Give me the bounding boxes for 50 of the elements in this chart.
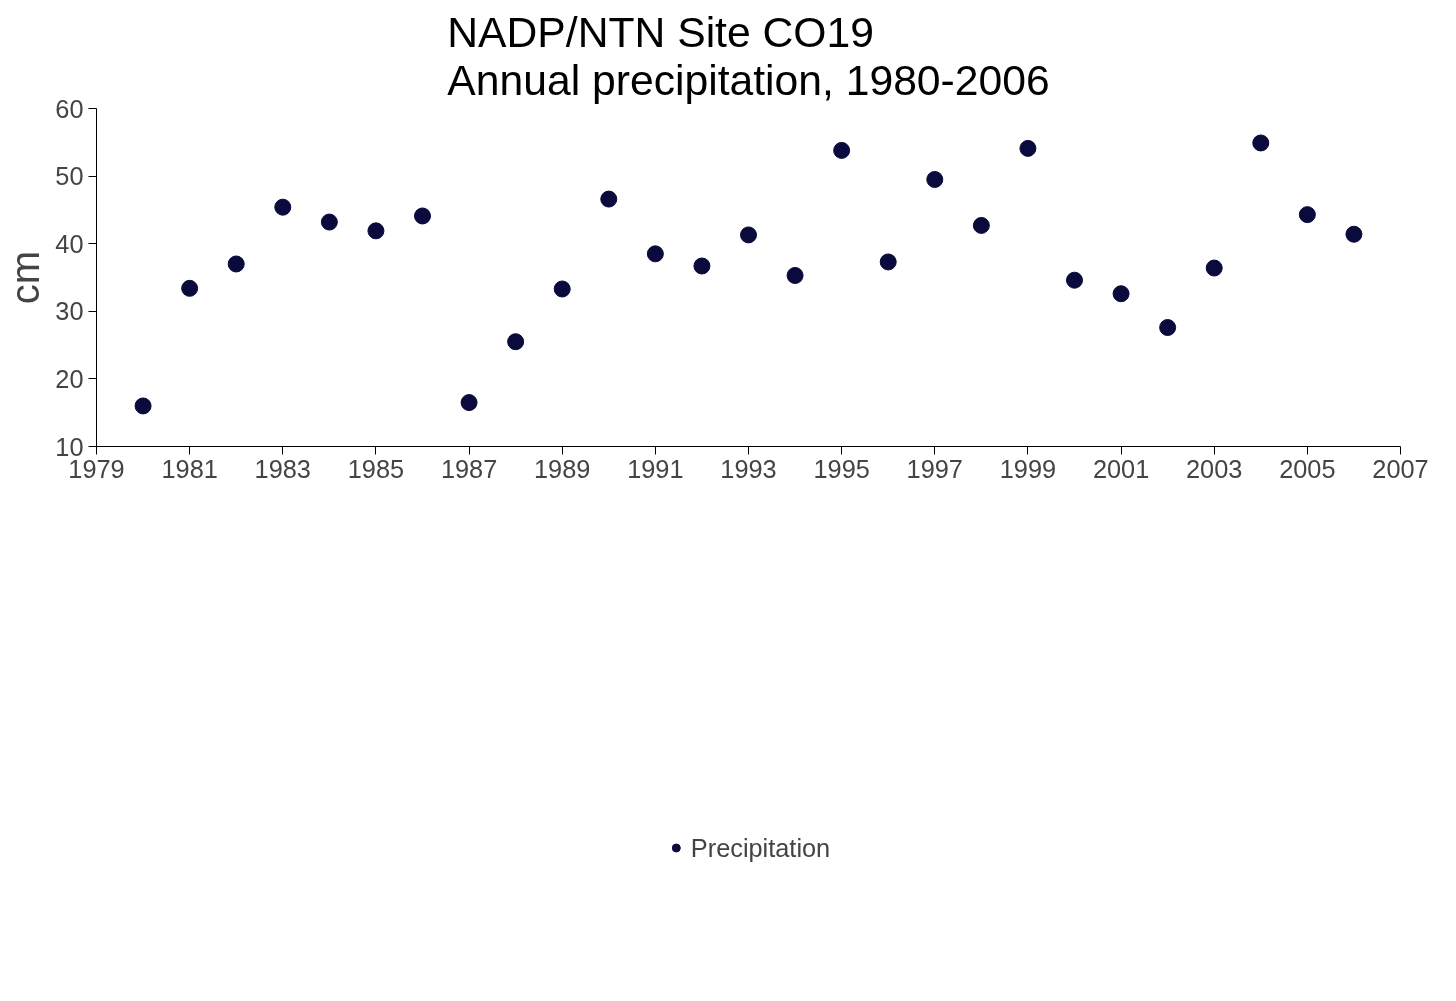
x-tick-label: 1985 (347, 454, 405, 483)
y-tick-label: 10 (55, 432, 84, 461)
point (181, 279, 199, 297)
point (786, 266, 804, 284)
point (1066, 271, 1083, 289)
point (367, 222, 385, 240)
point (134, 397, 152, 415)
y-tick-label: 50 (55, 162, 84, 191)
y-tick-label: 40 (55, 229, 84, 258)
point (1019, 139, 1037, 157)
point (740, 226, 757, 244)
x-tick-label: 1987 (440, 454, 498, 483)
x-tick-label: 1981 (161, 454, 218, 483)
point (1298, 206, 1316, 224)
point (320, 213, 338, 231)
point (972, 216, 990, 234)
point (553, 280, 571, 298)
point (1159, 319, 1177, 337)
legend-label: Precipitation (690, 833, 831, 863)
y-tick-label: 30 (55, 297, 84, 326)
x-tick-label: 1991 (627, 454, 684, 483)
point (507, 333, 525, 351)
point (1205, 259, 1223, 277)
x-tick-label: 2007 (1372, 454, 1429, 483)
x-tick-label: 2001 (1092, 454, 1150, 483)
x-tick-label: 1999 (999, 454, 1057, 483)
x-tick-label: 1995 (813, 454, 870, 483)
point (1112, 285, 1130, 303)
x-tick-label: 2003 (1186, 454, 1243, 483)
x-tick-label: 1989 (534, 454, 591, 483)
point (879, 253, 897, 271)
point (600, 190, 618, 208)
x-tick-label: 1983 (254, 454, 311, 483)
point (460, 394, 478, 412)
point (414, 207, 431, 225)
point (833, 141, 851, 159)
x-tick-label: 1997 (906, 454, 963, 483)
point (1345, 225, 1363, 243)
y-tick-label: 20 (55, 364, 84, 393)
point (274, 198, 292, 216)
point (646, 245, 664, 263)
x-tick-label: 1993 (720, 454, 777, 483)
chart-title: NADP/NTN Site CO19 Annual precipitation, 1980-2006 (447, 7, 1050, 104)
point (693, 257, 711, 275)
x-tick-label: 2005 (1279, 454, 1336, 483)
point (227, 255, 245, 273)
y-tick-label: 60 (55, 94, 84, 123)
point (926, 171, 944, 188)
y-axis-title: cm (3, 250, 48, 305)
point (1252, 134, 1270, 152)
